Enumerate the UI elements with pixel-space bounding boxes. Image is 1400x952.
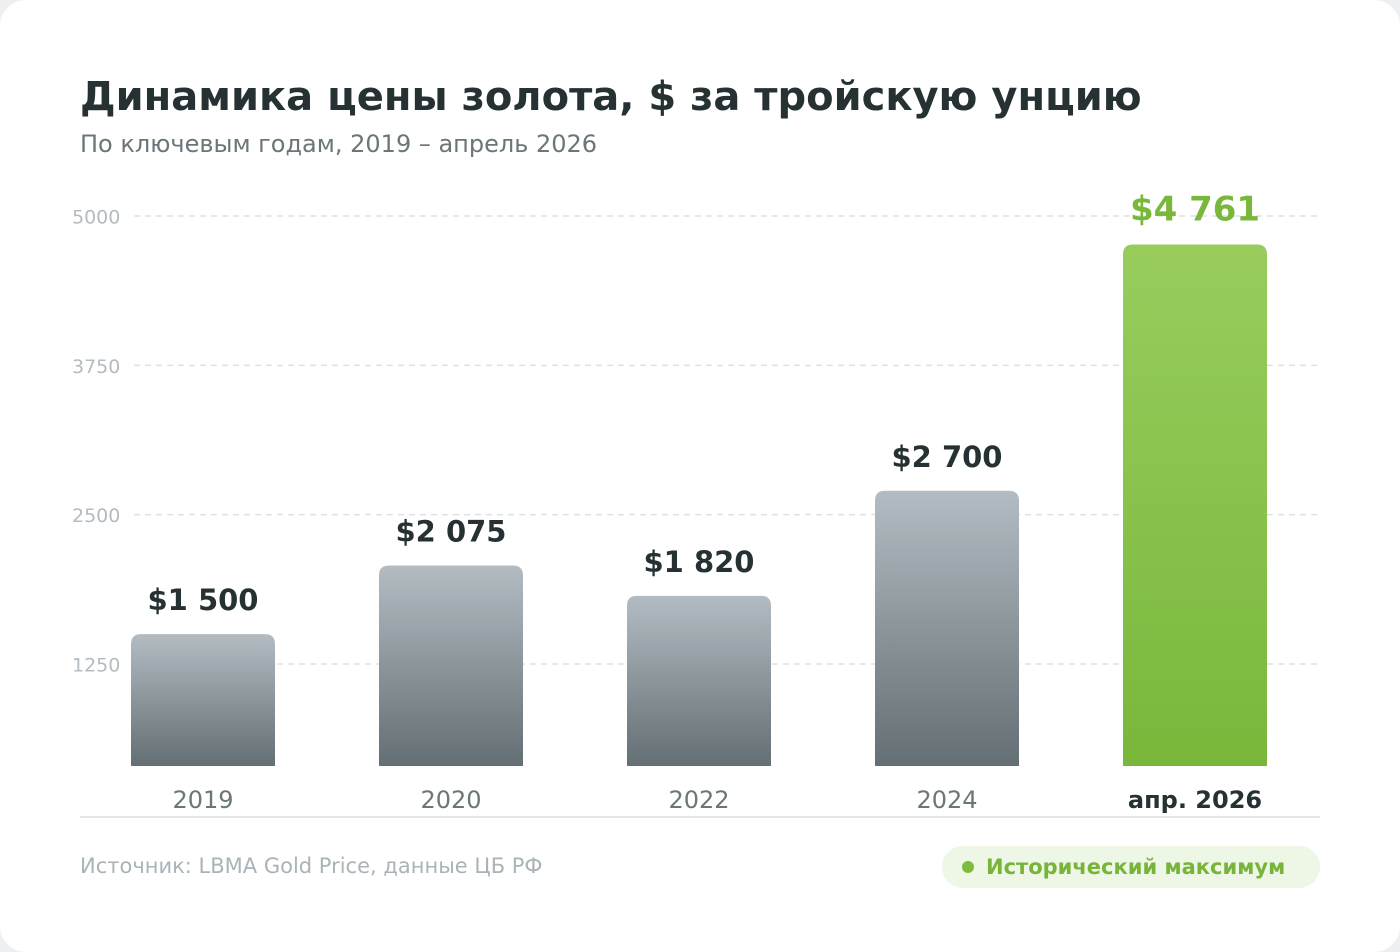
source-note: Источник: LBMA Gold Price, данные ЦБ РФ [80,854,543,878]
bar-value-label: $2 075 [396,514,507,548]
y-tick-label: 5000 [72,207,120,229]
bar-value-label: $1 500 [148,583,259,617]
bar-2019 [131,634,275,766]
bar-2022 [627,595,771,766]
badge-dot-icon [962,861,974,873]
x-category-label: 2022 [668,786,729,814]
y-tick-label: 1250 [72,655,120,677]
x-category-label: 2019 [172,786,233,814]
record-badge: Исторический максимум [942,846,1320,888]
badge-label: Исторический максимум [986,855,1286,879]
bar-2024 [875,490,1019,766]
x-category-label: апр. 2026 [1128,786,1262,814]
y-tick-label: 2500 [72,505,120,527]
bar--2026 [1123,244,1267,766]
y-tick-label: 3750 [72,356,120,378]
bar-2020 [379,565,523,766]
bar-value-label: $4 761 [1130,190,1260,230]
chart-title: Динамика цены золота, $ за тройскую унци… [80,74,1142,120]
bar-value-label: $2 700 [892,440,1003,474]
x-category-label: 2024 [916,786,977,814]
x-category-label: 2020 [420,786,481,814]
bar-value-label: $1 820 [644,545,755,579]
chart-subtitle: По ключевым годам, 2019 – апрель 2026 [80,130,598,158]
